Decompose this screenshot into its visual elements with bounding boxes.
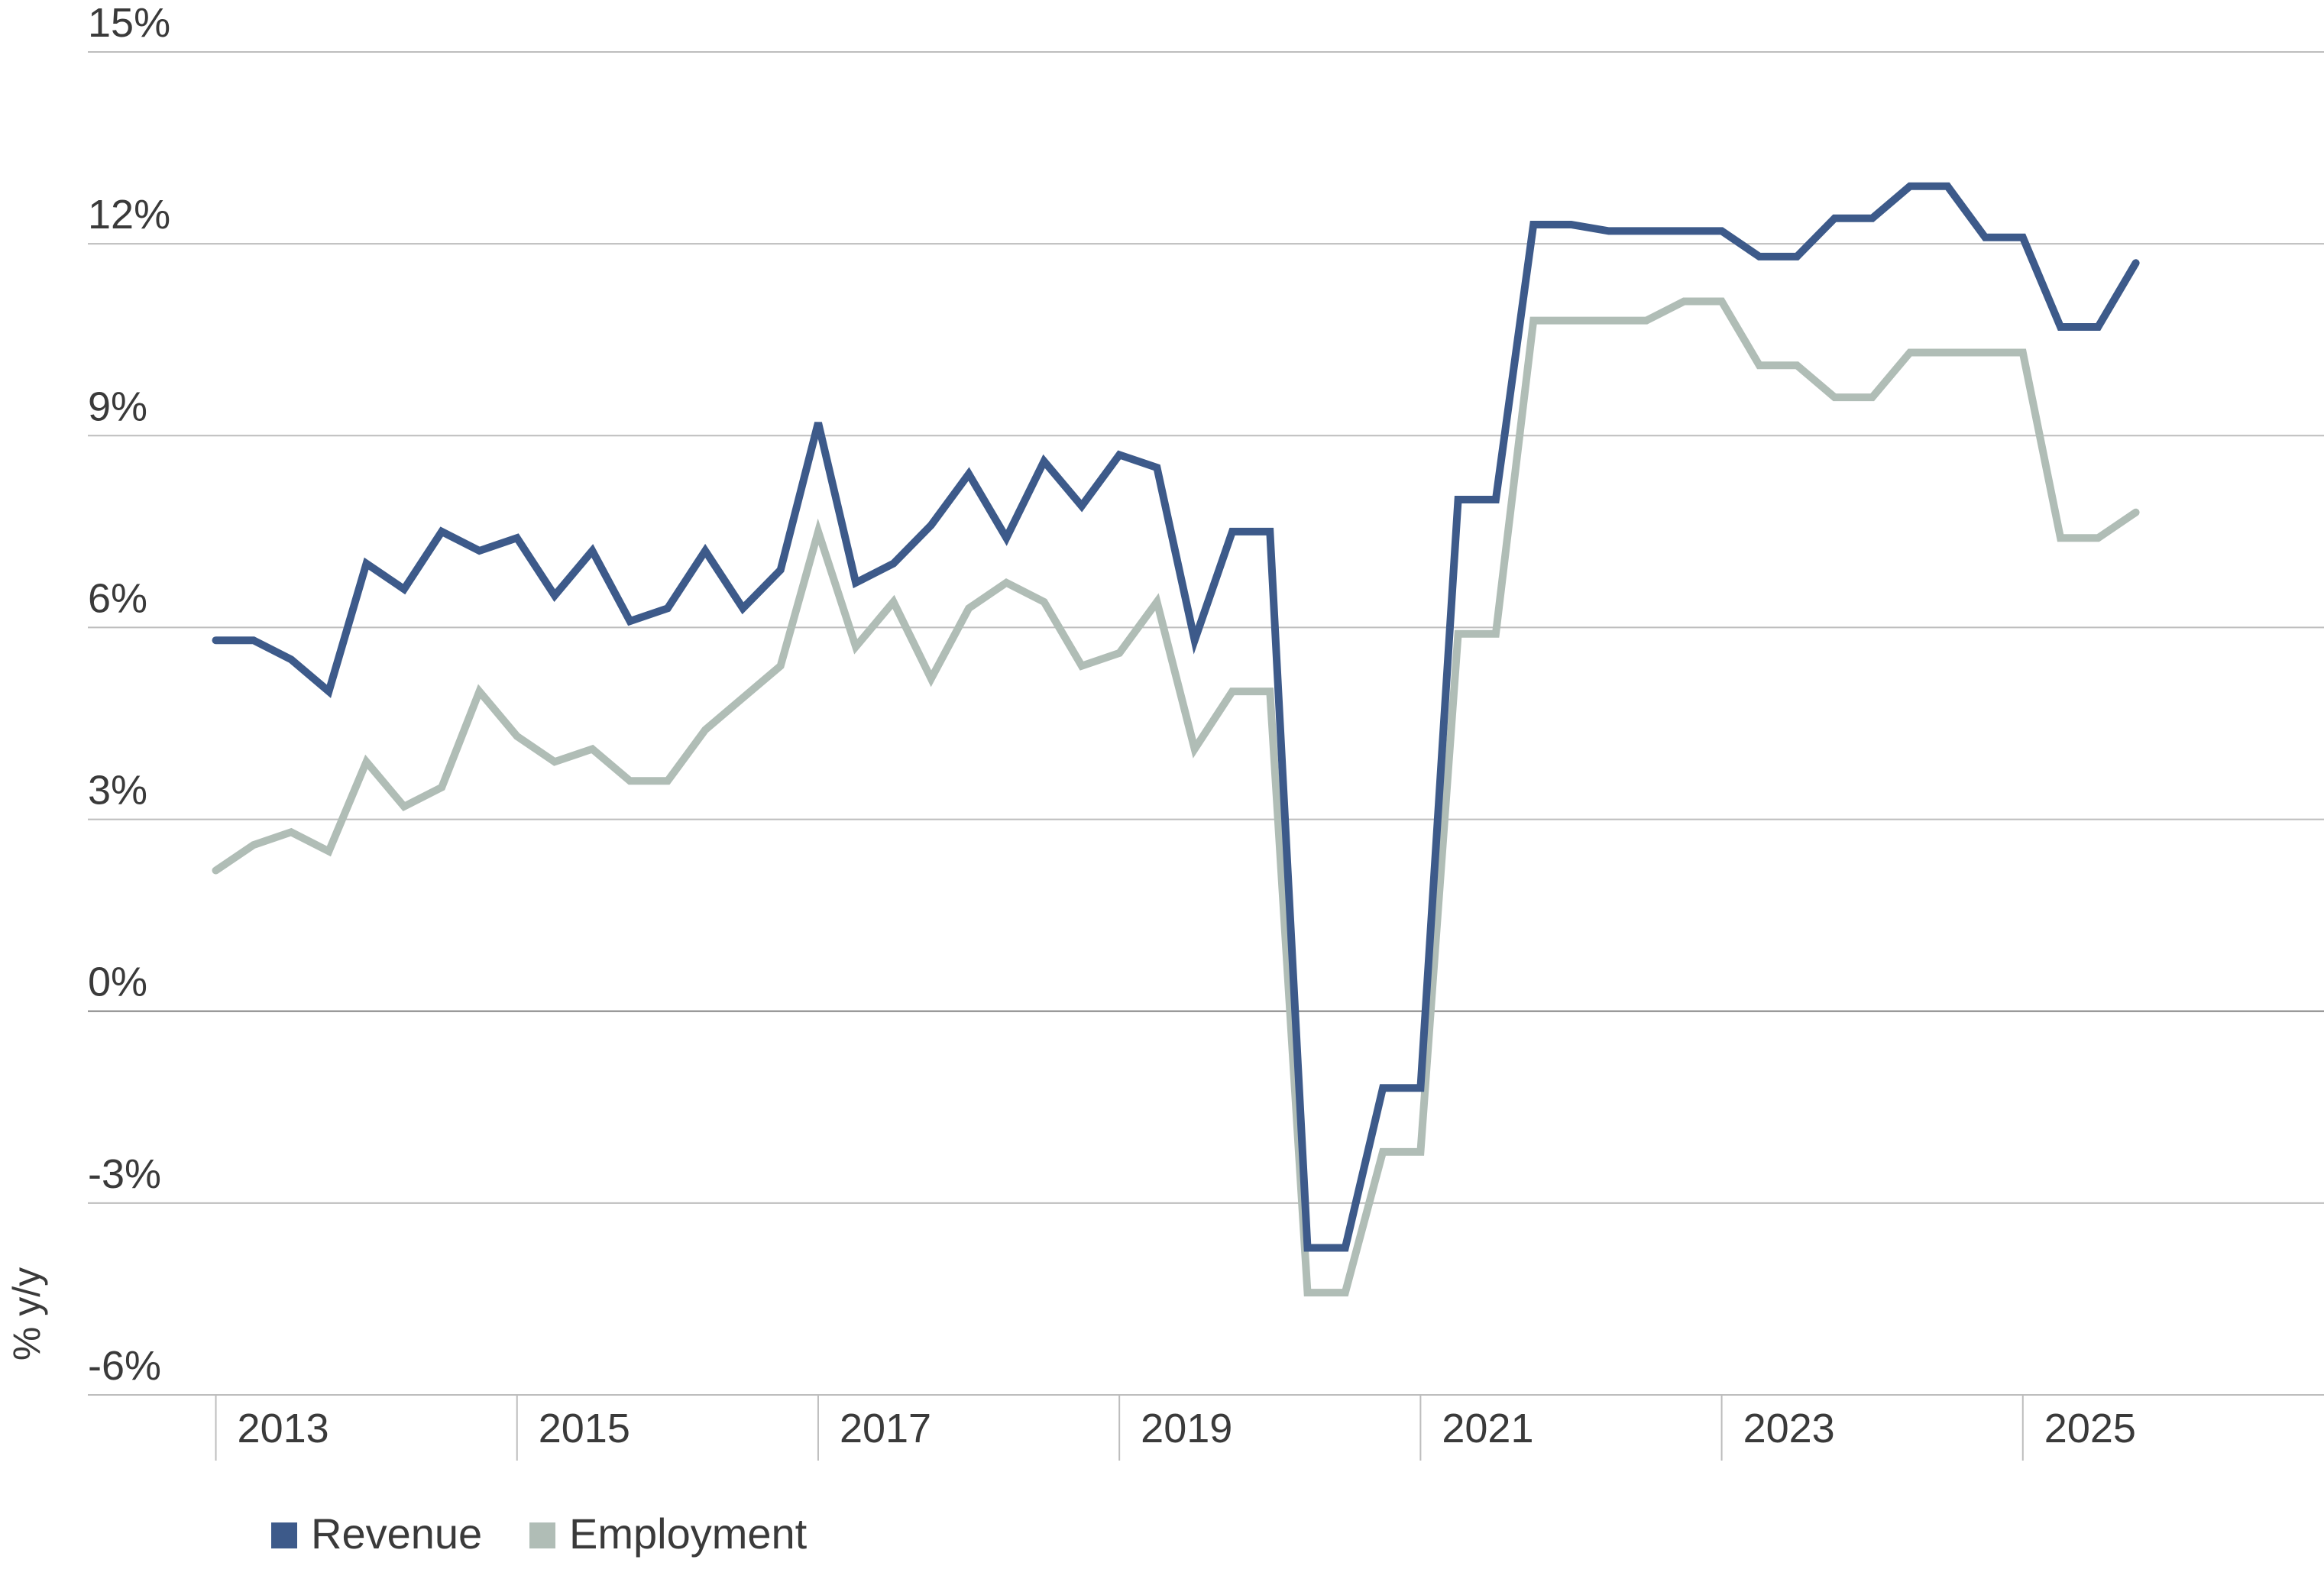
y-tick-label: 3%	[88, 768, 147, 814]
series-lines	[212, 182, 2140, 1297]
y-tick-label: 9%	[88, 383, 147, 429]
gridlines	[88, 51, 2324, 1396]
y-tick-label: 6%	[88, 575, 147, 621]
y-axis-tick-labels: 15% 12% 9% 6% 3% 0% -3% -6%	[88, 0, 170, 1389]
y-tick-label: -6%	[88, 1343, 161, 1389]
series-line-revenue	[212, 182, 2140, 1252]
x-tick-label: 2019	[1141, 1406, 1232, 1451]
y-axis-label: % y/y	[5, 1267, 48, 1361]
legend-swatch-employment	[529, 1522, 555, 1548]
x-tick-label: 2023	[1743, 1406, 1835, 1451]
x-tick-label: 2017	[840, 1406, 931, 1451]
x-tick-label: 2013	[238, 1406, 329, 1451]
y-tick-label: 0%	[88, 959, 147, 1005]
x-tick-label: 2025	[2044, 1406, 2136, 1451]
x-tick-label: 2021	[1442, 1406, 1533, 1451]
legend-label-employment: Employment	[569, 1509, 808, 1558]
x-axis-ticks: 2013 2015 2017 2019 2021 2023 2025	[215, 1395, 2136, 1461]
x-tick-label: 2015	[539, 1406, 630, 1451]
legend-swatch-revenue	[271, 1522, 297, 1548]
legend-label-revenue: Revenue	[311, 1509, 482, 1558]
y-tick-label: 12%	[88, 192, 170, 238]
legend: Revenue Employment	[271, 1509, 808, 1558]
y-tick-label: -3%	[88, 1151, 161, 1197]
y-tick-label: 15%	[88, 0, 170, 46]
series-line-employment	[212, 297, 2140, 1297]
